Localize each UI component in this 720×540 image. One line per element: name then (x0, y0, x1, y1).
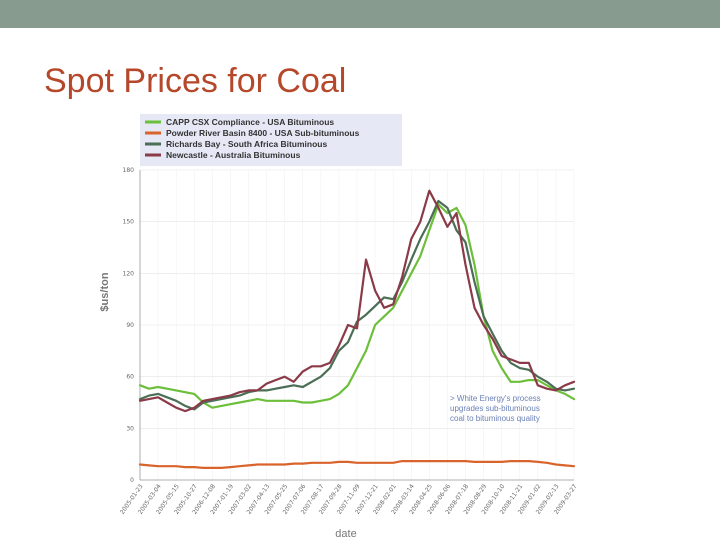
legend-label-1: Powder River Basin 8400 - USA Sub-bitumi… (166, 128, 360, 138)
legend-label-0: CAPP CSX Compliance - USA Bituminous (166, 117, 334, 127)
y-tick-label-5: 150 (123, 219, 135, 226)
series-line-1 (138, 460, 576, 469)
series-lines (138, 189, 576, 469)
annotation: > White Energy's process upgrades sub-bi… (450, 394, 541, 423)
slide-title: Spot Prices for Coal (44, 62, 347, 100)
legend-box (140, 114, 402, 166)
x-axis-label: date (335, 528, 356, 540)
y-axis-ticks: 0 30 60 90 120 150 180 (123, 167, 135, 484)
annotation-line-1: > White Energy's process (450, 394, 541, 403)
y-tick-label-3: 90 (126, 322, 134, 329)
y-axis-label: $us/ton (99, 272, 111, 311)
y-tick-label-1: 30 (126, 425, 134, 432)
y-tick-label-6: 180 (123, 167, 135, 174)
series-line-3 (138, 189, 576, 413)
series-line-0 (138, 203, 576, 409)
y-tick-label-0: 0 (130, 477, 134, 484)
annotation-line-2: upgrades sub-bituminous (450, 404, 540, 413)
annotation-line-3: coal to bituminous quality (450, 414, 540, 423)
legend-label-2: Richards Bay - South Africa Bituminous (166, 139, 327, 149)
y-tick-label-4: 120 (123, 270, 135, 277)
legend-label-3: Newcastle - Australia Bituminous (166, 150, 301, 160)
y-tick-label-2: 60 (126, 374, 134, 381)
legend: CAPP CSX Compliance - USA BituminousPowd… (140, 114, 402, 166)
top-bar (0, 0, 720, 28)
x-axis-ticks: 2005-01-232005-03-042005-05-152005-10-27… (119, 483, 579, 516)
